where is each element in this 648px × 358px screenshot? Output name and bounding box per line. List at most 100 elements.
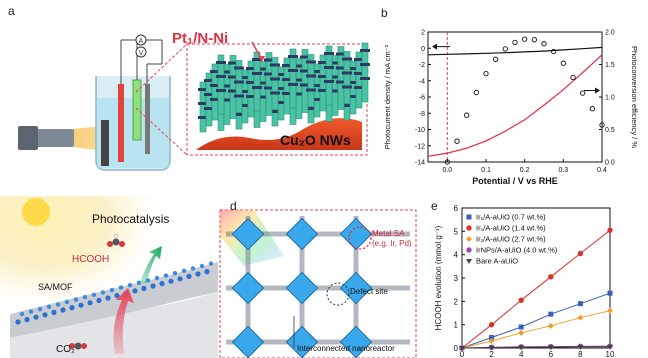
nanowire-particle xyxy=(276,101,286,104)
nanowire-particle xyxy=(204,107,214,110)
x-tick-label: 0 xyxy=(460,350,465,358)
efficiency-point xyxy=(570,74,576,81)
nanowire-particle xyxy=(294,92,304,96)
metal-node xyxy=(231,325,265,358)
mof-node xyxy=(132,288,138,294)
mof-node xyxy=(114,293,120,299)
nanowire-particle xyxy=(270,77,280,81)
efficiency-point xyxy=(560,60,566,66)
legend-label: Ir₁/A-aUiO (2.7 wt.%) xyxy=(476,235,546,244)
metal-sa-marker xyxy=(348,226,372,250)
nanowire-particle xyxy=(264,72,274,76)
nanowire-particle xyxy=(234,113,244,116)
panel-d-label: d xyxy=(230,199,237,213)
y2-tick-label: 0.0 xyxy=(605,160,615,167)
metal-node xyxy=(339,217,373,251)
nanowire-particle xyxy=(270,91,280,95)
y-tick-label: -12 xyxy=(415,143,425,150)
nanowire-particle xyxy=(240,104,250,107)
x-axis-label: Potential / V vs RHE xyxy=(472,176,558,186)
legend-label: Bare A-aUiO xyxy=(476,257,518,266)
data-point xyxy=(488,321,495,328)
nanowire-particle xyxy=(336,80,346,84)
efficiency-point xyxy=(444,159,450,165)
nanowire-particle xyxy=(318,89,328,92)
mof-node xyxy=(69,305,75,311)
panel-a-schematic: A V xyxy=(18,34,370,171)
nanowire-particle xyxy=(216,75,226,78)
nanowire-particle xyxy=(234,94,244,98)
nanowire-particle xyxy=(258,95,268,99)
nanowire-particle xyxy=(300,69,310,73)
mof-node xyxy=(136,280,142,285)
nanowire-particle xyxy=(288,55,298,58)
y-tick-label: -14 xyxy=(415,160,425,167)
nanowire xyxy=(289,48,297,109)
data-point xyxy=(518,329,525,336)
nanowire-particle xyxy=(300,83,310,87)
nanowire-particle xyxy=(246,81,256,84)
legend-marker xyxy=(466,214,472,220)
right-axis-arrowhead xyxy=(595,87,600,94)
panel-c-illustration xyxy=(0,196,218,358)
svg-text:A: A xyxy=(139,38,144,45)
nanowire-particle xyxy=(294,78,304,82)
data-point xyxy=(548,274,554,280)
legend-label: IrNPs/A-aUiO (4.0 wt.%) xyxy=(476,246,558,255)
nanowire xyxy=(265,52,273,116)
mof-node xyxy=(195,271,201,277)
x-tick-label: 2 xyxy=(489,350,494,358)
mof-nodes xyxy=(15,261,214,325)
nanowire-particle xyxy=(240,90,250,93)
nanowire-particle xyxy=(348,95,358,98)
mof-node xyxy=(37,307,43,312)
nanowire-particle xyxy=(246,95,256,98)
y-tick-label: 2 xyxy=(421,30,425,37)
mof-node xyxy=(159,281,165,287)
nanowire-particle xyxy=(360,49,370,52)
nanowire-particle xyxy=(252,72,262,75)
y-tick-label: 1 xyxy=(454,321,459,330)
data-point xyxy=(577,344,584,350)
metal-sa-examples: (e.g. Ir, Pd) xyxy=(372,239,412,248)
data-point xyxy=(577,314,584,321)
co2-molecule xyxy=(69,342,87,350)
data-point xyxy=(577,301,583,307)
data-point xyxy=(488,345,495,351)
svg-text:V: V xyxy=(139,50,144,57)
x-tick-label: 0.4 xyxy=(597,167,607,174)
product-label: HCOOH xyxy=(72,254,110,265)
nanowire-particle xyxy=(342,57,352,61)
ammeter-icon: A xyxy=(135,34,147,46)
mof-node xyxy=(15,319,21,325)
efficiency-point xyxy=(473,89,479,96)
nanowire-particle xyxy=(300,55,310,59)
efficiency-point xyxy=(541,41,547,47)
nanowire-particle xyxy=(354,72,364,75)
nanowire-particle xyxy=(252,86,262,89)
mof-node xyxy=(168,278,174,284)
nanowire-particle xyxy=(306,60,316,64)
nanowire-particle xyxy=(318,75,328,78)
nanowire-particle xyxy=(306,88,316,92)
nanowire-particle xyxy=(216,89,226,92)
nanowire-particle xyxy=(312,98,322,101)
mof-node xyxy=(118,285,124,290)
nanowire-particle xyxy=(306,107,316,110)
mof-node xyxy=(51,309,57,315)
mof-node xyxy=(91,292,97,297)
legend-label: Ir₁/A-aUiO (0.7 wt.%) xyxy=(476,213,546,222)
x-tick-label: 0.1 xyxy=(481,167,491,174)
nanowire-particle xyxy=(222,98,232,102)
legend-marker xyxy=(466,236,472,242)
nanowire xyxy=(343,51,351,104)
y-tick-label: 2 xyxy=(454,297,459,306)
nanowire-particle xyxy=(246,67,256,70)
nanowire xyxy=(235,60,243,113)
y2-tick-label: 1.5 xyxy=(605,62,615,69)
nanowire-particle xyxy=(264,86,274,90)
y-tick-label: 6 xyxy=(454,204,459,213)
data-point xyxy=(547,322,554,329)
plot-frame xyxy=(427,31,603,163)
framework-lattice xyxy=(226,216,410,358)
